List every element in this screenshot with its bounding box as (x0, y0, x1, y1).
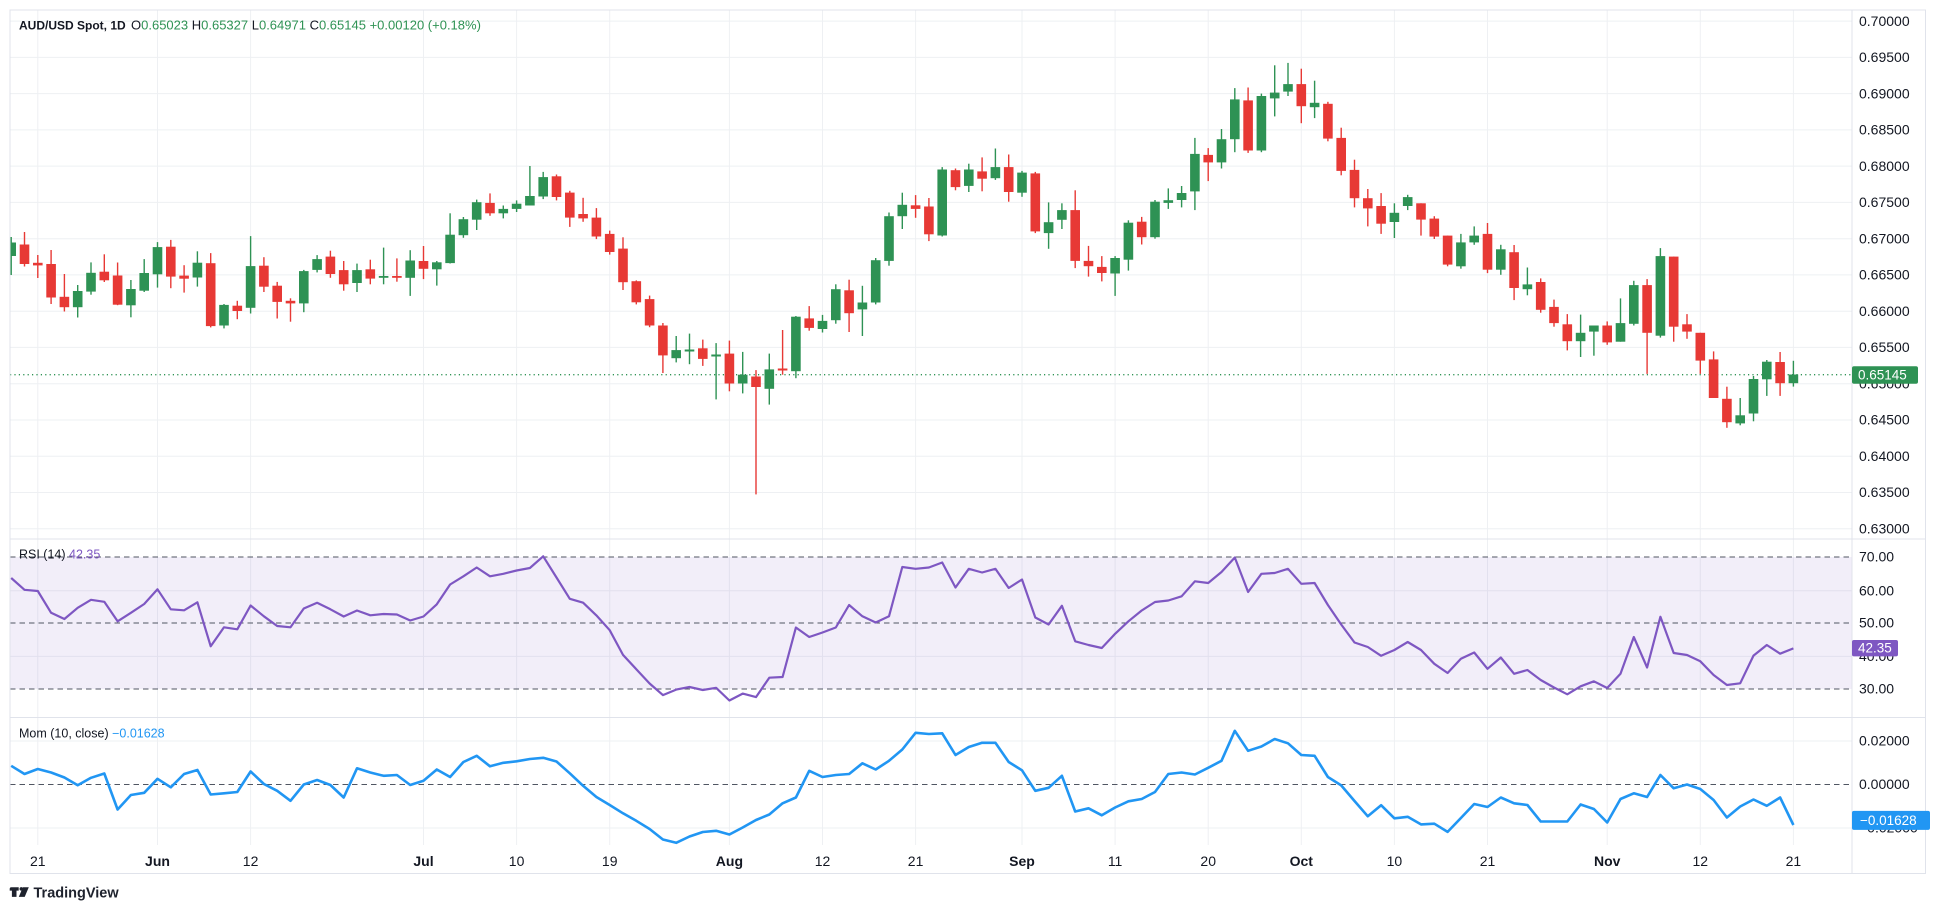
svg-text:19: 19 (602, 853, 618, 869)
svg-text:0.69500: 0.69500 (1859, 49, 1910, 65)
svg-text:21: 21 (908, 853, 924, 869)
svg-text:Nov: Nov (1594, 853, 1621, 869)
svg-text:0.63000: 0.63000 (1859, 520, 1910, 536)
svg-text:Mom (10, close) −0.01628: Mom (10, close) −0.01628 (19, 727, 165, 741)
svg-text:0.02000: 0.02000 (1859, 733, 1910, 749)
svg-text:−0.01628: −0.01628 (1860, 813, 1917, 828)
svg-text:0.68000: 0.68000 (1859, 158, 1910, 174)
svg-text:Oct: Oct (1290, 853, 1314, 869)
svg-text:0.65145: 0.65145 (1858, 368, 1907, 383)
svg-text:30.00: 30.00 (1859, 681, 1894, 697)
svg-text:21: 21 (30, 853, 46, 869)
svg-text:0.63500: 0.63500 (1859, 484, 1910, 500)
svg-text:12: 12 (815, 853, 831, 869)
svg-text:TradingView: TradingView (34, 885, 120, 901)
svg-text:0.69000: 0.69000 (1859, 85, 1910, 101)
svg-text:0.67000: 0.67000 (1859, 230, 1910, 246)
svg-text:0.64500: 0.64500 (1859, 412, 1910, 428)
svg-text:20: 20 (1200, 853, 1216, 869)
svg-text:70.00: 70.00 (1859, 549, 1894, 565)
svg-text:RSI (14) 42.35: RSI (14) 42.35 (19, 548, 100, 562)
svg-text:Jul: Jul (413, 853, 433, 869)
svg-text:12: 12 (1693, 853, 1709, 869)
svg-text:0.64000: 0.64000 (1859, 448, 1910, 464)
svg-text:0.00000: 0.00000 (1859, 776, 1910, 792)
svg-text:0.66000: 0.66000 (1859, 303, 1910, 319)
svg-text:11: 11 (1108, 853, 1123, 869)
svg-text:0.68500: 0.68500 (1859, 122, 1910, 138)
svg-text:12: 12 (243, 853, 259, 869)
svg-text:0.70000: 0.70000 (1859, 13, 1910, 29)
svg-text:60.00: 60.00 (1859, 583, 1894, 599)
svg-text:0.65500: 0.65500 (1859, 339, 1910, 355)
svg-text:Jun: Jun (145, 853, 170, 869)
svg-text:50.00: 50.00 (1859, 615, 1894, 631)
svg-text:AUD/USD Spot, 1D: AUD/USD Spot, 1D (19, 19, 126, 33)
svg-text:42.35: 42.35 (1858, 641, 1892, 656)
svg-text:0.67500: 0.67500 (1859, 194, 1910, 210)
svg-text:Sep: Sep (1009, 853, 1035, 869)
svg-text:0.66500: 0.66500 (1859, 267, 1910, 283)
svg-text:10: 10 (509, 853, 525, 869)
svg-text:Aug: Aug (716, 853, 743, 869)
svg-text:21: 21 (1786, 853, 1802, 869)
svg-text:O0.65023 H0.65327 L0.64971: O0.65023 H0.65327 L0.64971 C0.65145 +0.0… (131, 18, 481, 33)
svg-text:10: 10 (1387, 853, 1403, 869)
svg-text:21: 21 (1480, 853, 1496, 869)
